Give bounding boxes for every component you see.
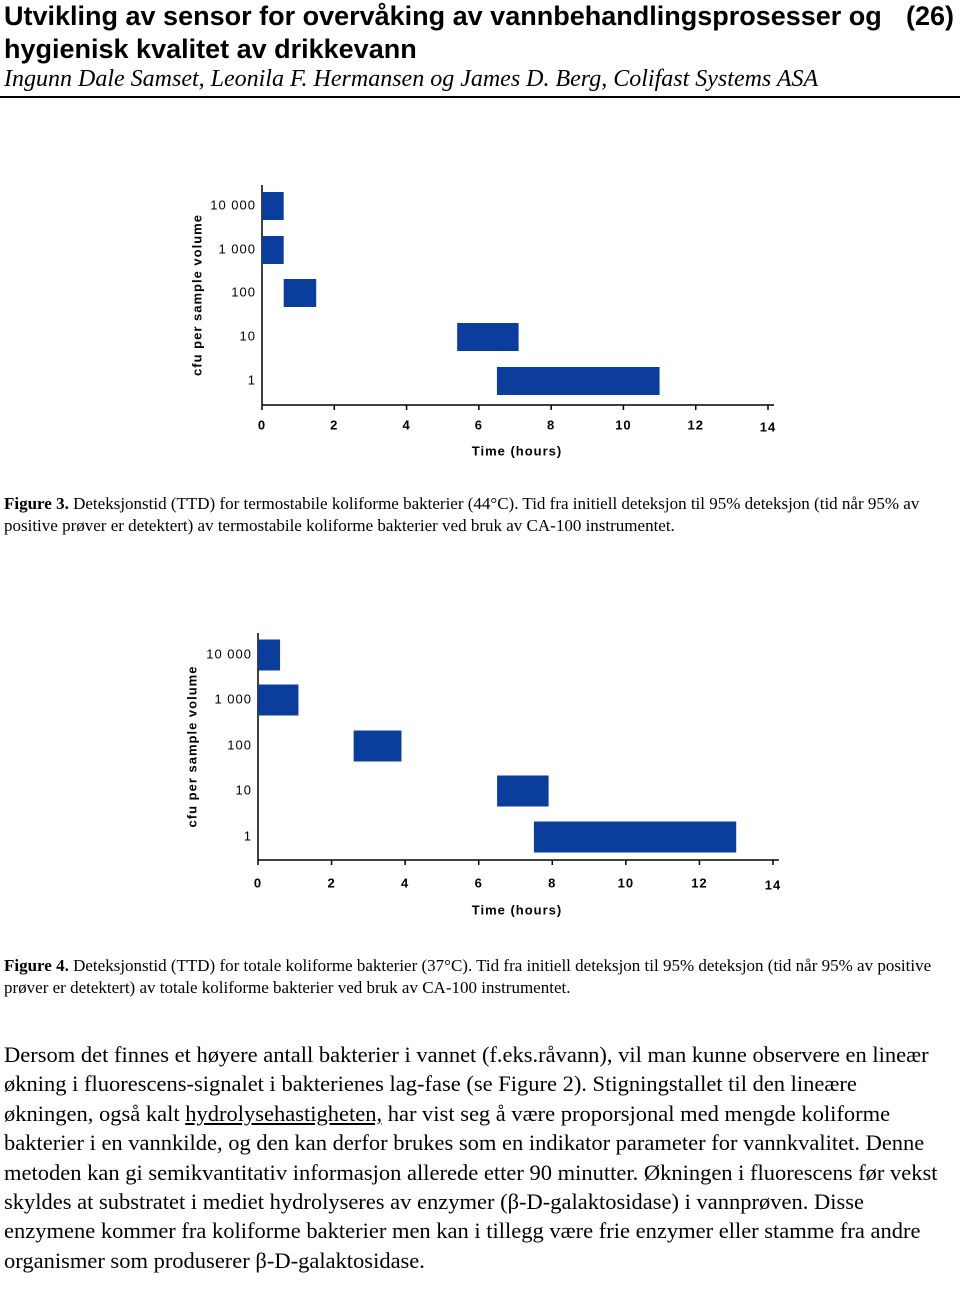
y-tick-label: 10 000	[210, 197, 256, 212]
text-underlined: hydrolysehastigheten,	[185, 1100, 383, 1126]
y-tick-label: 10 000	[206, 646, 252, 661]
x-tick-label: 10	[615, 417, 631, 432]
x-tick-label: 0	[258, 417, 266, 432]
x-tick-label: 4	[402, 417, 410, 432]
x-tick-label: 4	[401, 875, 409, 890]
y-axis-title: cfu per sample volume	[184, 666, 199, 828]
x-tick-label: 2	[330, 417, 338, 432]
bar	[496, 367, 660, 395]
x-tick-label: 14	[765, 877, 781, 892]
caption-label: Figure 3.	[4, 494, 69, 513]
bar	[258, 639, 281, 671]
x-tick-label: 10	[618, 875, 634, 890]
x-tick-label: 2	[327, 875, 335, 890]
title: Utvikling av sensor for overvåking av va…	[4, 1, 882, 64]
caption: Figure 4. Deteksjonstid (TTD) for totale…	[4, 955, 954, 999]
bar	[262, 192, 284, 220]
caption-label: Figure 4.	[4, 956, 69, 975]
y-tick-label: 10	[236, 782, 252, 797]
bar	[457, 323, 519, 351]
bar	[533, 821, 737, 853]
x-tick-label: 8	[548, 875, 556, 890]
x-tick-label: 6	[475, 875, 483, 890]
text: har vist seg å være proporsjonal med men…	[4, 1100, 938, 1273]
chart: 0 2 4 6 8 10 12 14 Time (hours) cfu per sample vo…	[184, 633, 781, 917]
x-tick-label: 14	[760, 419, 776, 434]
y-tick-label: 1 000	[214, 691, 252, 706]
bar	[353, 730, 402, 762]
page-number: (26)	[905, 1, 954, 31]
caption-text: Deteksjonstid (TTD) for termostabile kol…	[4, 494, 920, 535]
caption: Figure 3. Deteksjonstid (TTD) for termos…	[4, 493, 954, 537]
y-tick-label: 100	[227, 737, 252, 752]
body-text: Dersom det finnes et høyere antall bakte…	[4, 1040, 949, 1275]
x-tick-label: 12	[687, 417, 703, 432]
x-tick-label: 12	[691, 875, 707, 890]
authors: Ingunn Dale Samset, Leonila F. Hermansen…	[4, 66, 819, 92]
y-tick-label: 1	[244, 828, 252, 843]
y-axis-title: cfu per sample volume	[189, 214, 204, 376]
x-tick-label: 0	[254, 875, 262, 890]
x-axis-title: Time (hours)	[472, 443, 563, 458]
bar	[497, 775, 549, 807]
y-tick-label: 10	[240, 328, 256, 343]
y-tick-label: 1	[248, 372, 256, 387]
x-tick-label: 8	[547, 417, 555, 432]
x-tick-label: 6	[475, 417, 483, 432]
text: Dersom det finnes et høyere antall bakte…	[4, 1042, 929, 1126]
y-tick-label: 1 000	[218, 241, 256, 256]
x-axis-title: Time (hours)	[472, 902, 563, 917]
chart: 0 2 4 6 8 10 12 14 Time (hours) cfu per sample vo…	[189, 185, 776, 458]
header-rule	[0, 96, 960, 98]
bar	[262, 236, 284, 264]
bar	[283, 279, 317, 307]
bar	[258, 684, 299, 716]
caption-text: Deteksjonstid (TTD) for totale koliforme…	[4, 956, 932, 997]
y-tick-label: 100	[231, 284, 256, 299]
